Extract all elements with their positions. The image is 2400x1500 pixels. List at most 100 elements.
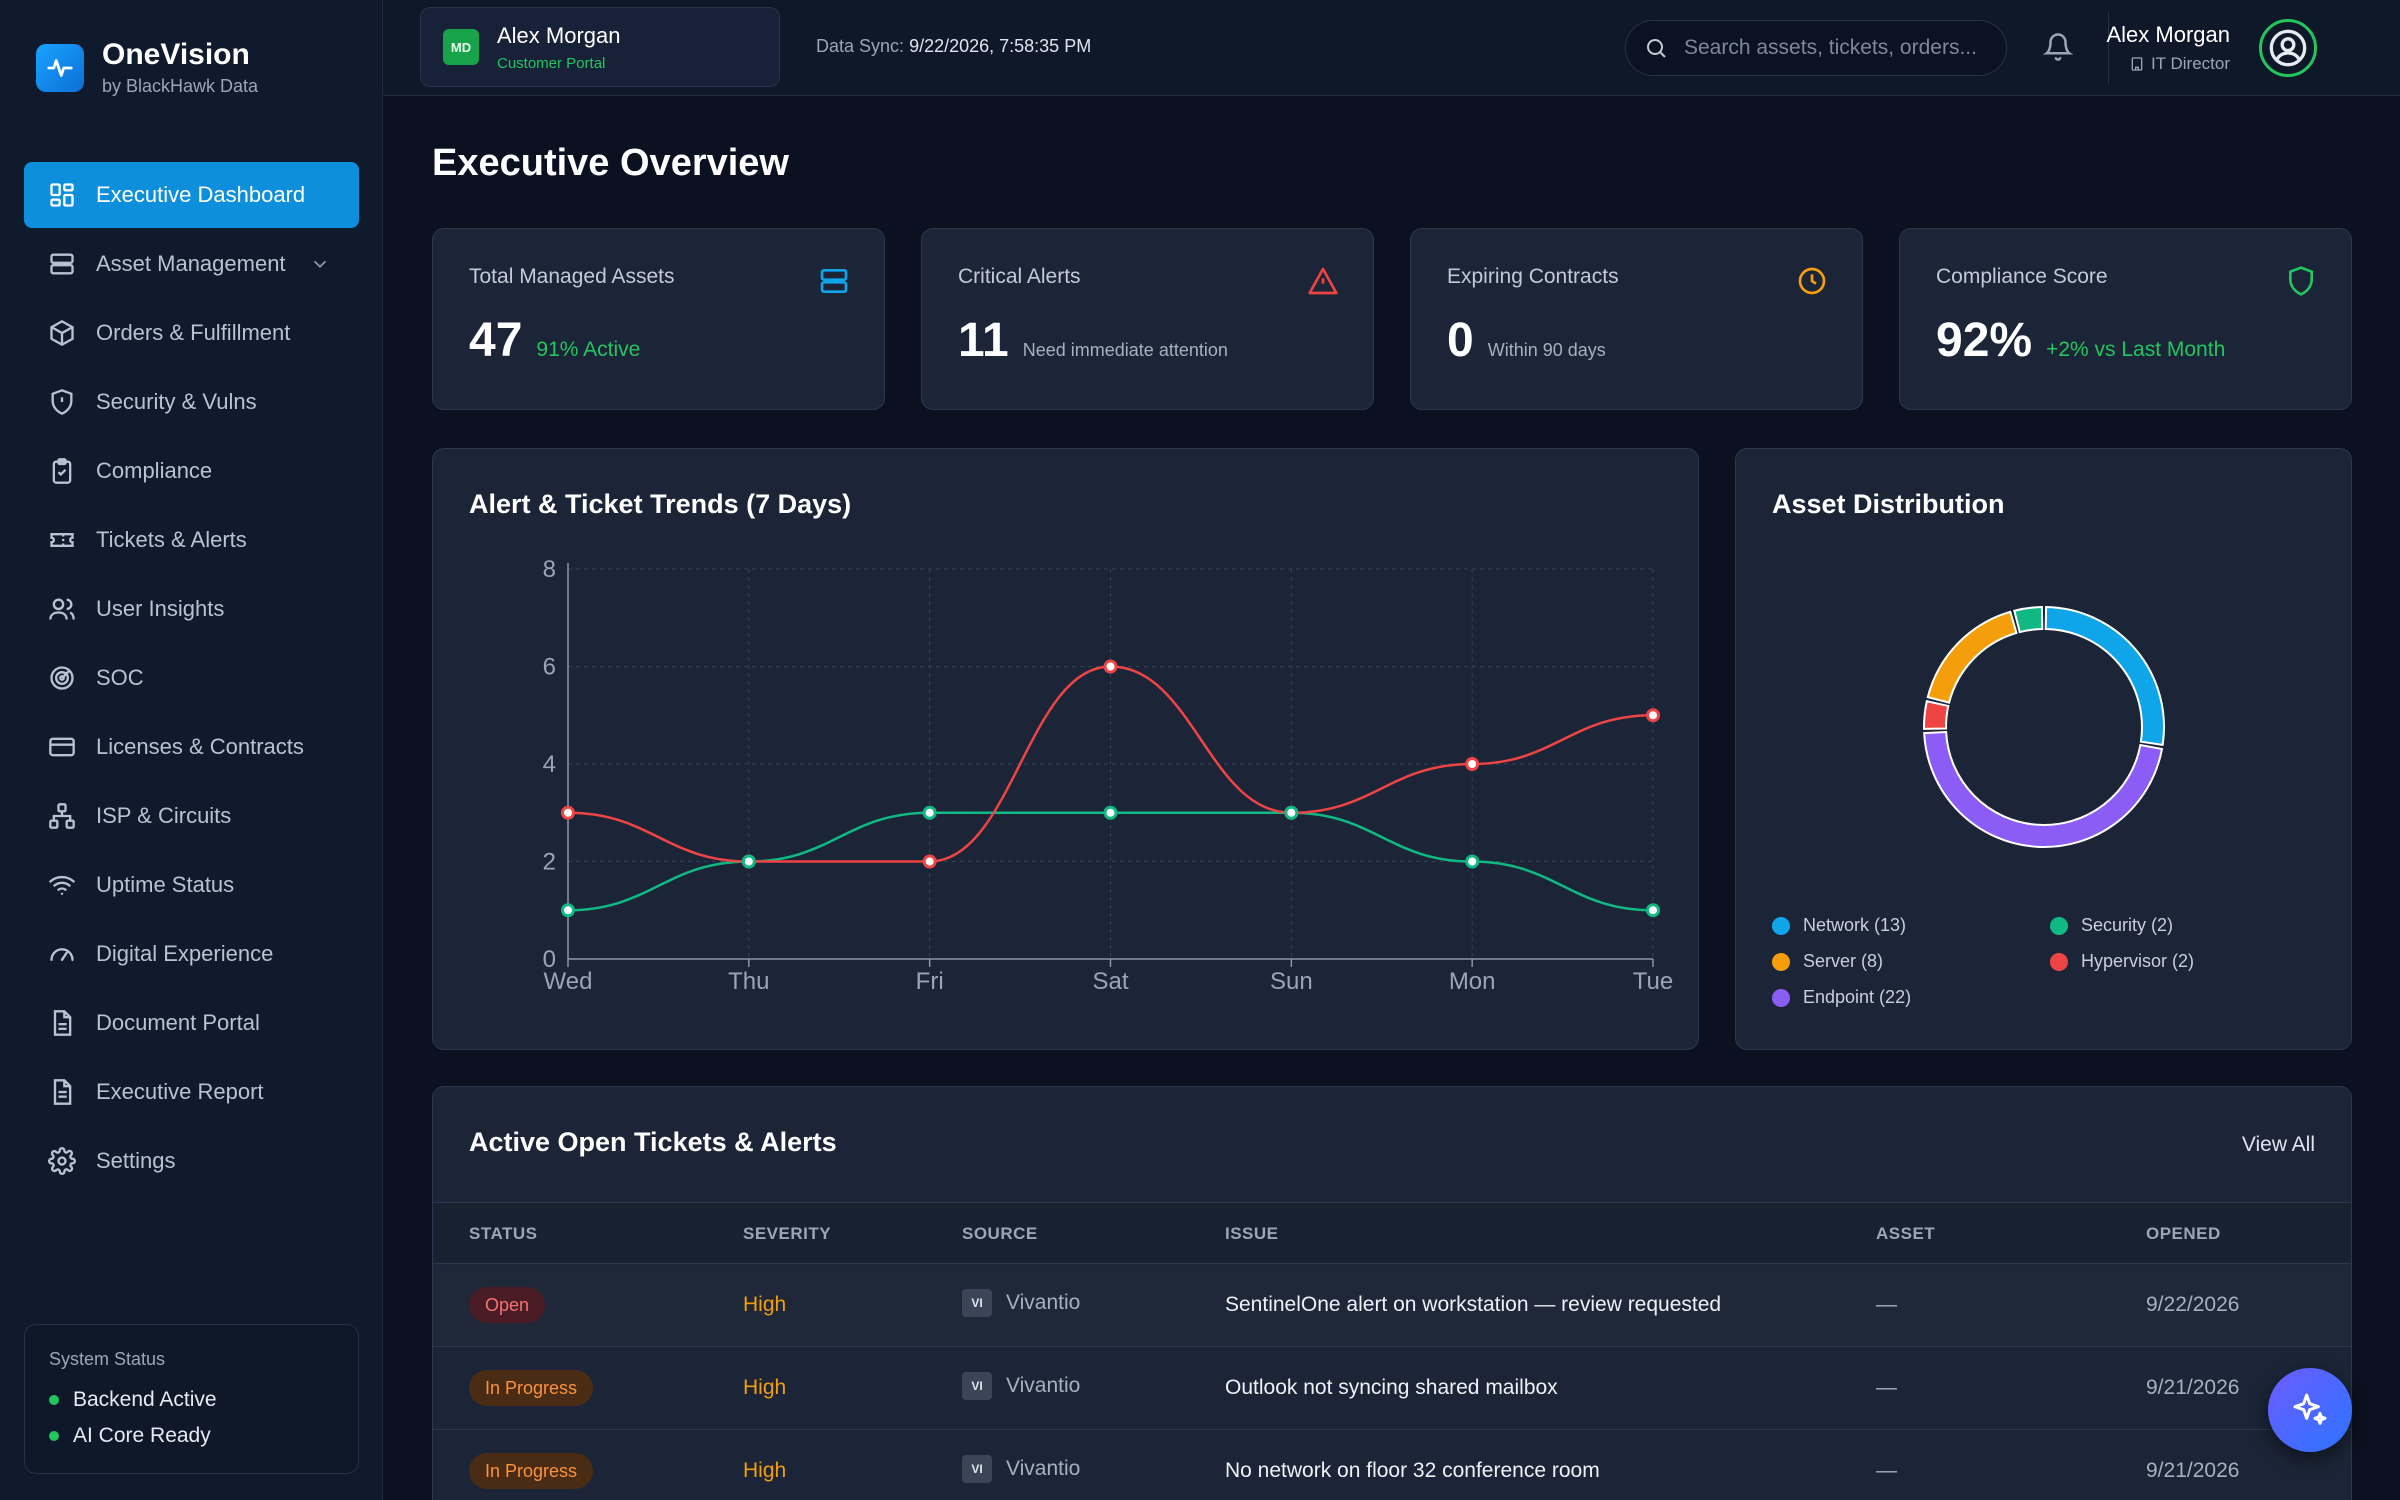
legend-item-endpoint[interactable]: Endpoint (22) [1772, 987, 1911, 1008]
y-tick-label: 6 [543, 654, 556, 681]
data-point [922, 854, 937, 869]
sidebar-item-executive-dashboard[interactable]: Executive Dashboard [24, 162, 359, 228]
kpi-card-expiring-contracts[interactable]: Expiring Contracts 0 Within 90 days [1410, 228, 1863, 410]
severity-cell: High [743, 1459, 787, 1482]
trend-line-chart: 0 2 4 6 8 Wed Thu Fri Sat Sun Mon Tue [543, 556, 1674, 995]
donut-slice[interactable] [1926, 610, 2018, 704]
brand[interactable]: OneVision by BlackHawk Data [36, 38, 258, 97]
sidebar-item-orders-fulfillment[interactable]: Orders & Fulfillment [24, 300, 359, 366]
kpi-label: Compliance Score [1936, 265, 2108, 288]
sparkle-icon [2293, 1393, 2327, 1425]
sidebar-item-label: Document Portal [96, 1010, 260, 1035]
status-badge: Open [469, 1287, 546, 1323]
data-point [1103, 659, 1118, 674]
kpi-card-compliance-score[interactable]: Compliance Score 92% +2% vs Last Month [1899, 228, 2352, 410]
search-icon [1647, 39, 1666, 58]
server-icon [820, 269, 848, 293]
source-cell: VI Vivantio [962, 1289, 1080, 1317]
status-ai-core: AI Core Ready [49, 1418, 334, 1454]
kpi-value: 0 [1447, 314, 1474, 367]
severity-cell: High [743, 1293, 787, 1316]
kpi-card-critical-alerts[interactable]: Critical Alerts 11 Need immediate attent… [921, 228, 1374, 410]
donut-slice[interactable] [2044, 606, 2165, 747]
table-row[interactable]: In Progress High VI Vivantio No network o… [433, 1431, 2351, 1500]
status-label: Backend Active [73, 1388, 217, 1411]
trend-chart-title: Alert & Ticket Trends (7 Days) [469, 489, 852, 519]
kpi-value: 11 [958, 314, 1009, 367]
sidebar-item-security-vulns[interactable]: Security & Vulns [24, 369, 359, 435]
legend-item-hypervisor[interactable]: Hypervisor (2) [2050, 951, 2194, 972]
sidebar-item-asset-management[interactable]: Asset Management [24, 231, 359, 297]
asset-cell: — [1876, 1376, 1897, 1399]
sidebar-item-tickets-alerts[interactable]: Tickets & Alerts [24, 507, 359, 573]
donut-slice[interactable] [2013, 606, 2044, 634]
data-point [561, 805, 575, 820]
sidebar-item-executive-report[interactable]: Executive Report [24, 1059, 359, 1125]
sidebar-item-label: Executive Report [96, 1079, 264, 1104]
asset-donut-chart [1923, 606, 2165, 848]
table-header: STATUS SEVERITY SOURCE ISSUE ASSET OPENE… [433, 1202, 2351, 1264]
sidebar-item-uptime-status[interactable]: Uptime Status [24, 852, 359, 918]
column-header-source[interactable]: SOURCE [962, 1224, 1038, 1243]
y-tick-label: 2 [543, 849, 556, 876]
building-icon [2131, 57, 2143, 71]
gauge-icon [48, 940, 76, 968]
donut-slice[interactable] [1923, 700, 1950, 730]
kpi-note: Within 90 days [1487, 340, 1606, 360]
table-row[interactable]: Open High VI Vivantio SentinelOne alert o… [433, 1265, 2351, 1347]
sidebar-item-licenses-contracts[interactable]: Licenses & Contracts [24, 714, 359, 780]
legend-label: Server (8) [1803, 951, 1884, 971]
bell-icon[interactable] [2043, 32, 2073, 62]
source-label: Vivantio [1006, 1291, 1081, 1314]
data-point [1465, 854, 1480, 869]
search-input[interactable] [1684, 36, 1994, 60]
document-icon [48, 1009, 76, 1037]
dashboard-icon [48, 181, 76, 209]
chevron-down-icon[interactable] [309, 253, 331, 275]
data-point [1646, 708, 1660, 723]
kpi-note: +2% vs Last Month [2046, 338, 2226, 361]
legend-item-server[interactable]: Server (8) [1772, 951, 1883, 972]
package-icon [48, 319, 76, 347]
sidebar-item-soc[interactable]: SOC [24, 645, 359, 711]
tenant-switcher[interactable]: MD Alex Morgan Customer Portal [420, 7, 780, 87]
ai-assistant-button[interactable] [2268, 1368, 2352, 1452]
source-badge: VI [962, 1289, 992, 1317]
user-menu[interactable]: Alex Morgan IT Director [2106, 22, 2230, 74]
kpi-card-total-assets[interactable]: Total Managed Assets 47 91% Active [432, 228, 885, 410]
sidebar-item-user-insights[interactable]: User Insights [24, 576, 359, 642]
sidebar-item-digital-experience[interactable]: Digital Experience [24, 921, 359, 987]
y-tick-label: 0 [543, 946, 556, 973]
legend-item-security[interactable]: Security (2) [2050, 915, 2173, 936]
column-header-severity[interactable]: SEVERITY [743, 1224, 832, 1243]
column-header-issue[interactable]: ISSUE [1225, 1224, 1279, 1243]
card-icon [48, 733, 76, 761]
search-box[interactable] [1625, 20, 2007, 76]
data-point [741, 854, 756, 869]
view-all-link[interactable]: View All [2241, 1133, 2315, 1156]
sidebar: OneVision by BlackHawk Data Executive Da… [0, 0, 383, 1500]
sidebar-item-compliance[interactable]: Compliance [24, 438, 359, 504]
users-icon [48, 595, 76, 623]
sidebar-item-document-portal[interactable]: Document Portal [24, 990, 359, 1056]
warning-icon [1308, 267, 1338, 295]
x-tick-label: Tue [1633, 968, 1673, 995]
user-role: IT Director [2106, 54, 2230, 74]
sidebar-item-isp-circuits[interactable]: ISP & Circuits [24, 783, 359, 849]
column-header-asset[interactable]: ASSET [1876, 1224, 1936, 1243]
sidebar-item-settings[interactable]: Settings [24, 1128, 359, 1194]
sidebar-item-label: Executive Dashboard [96, 182, 306, 207]
table-row[interactable]: In Progress High VI Vivantio Outlook not … [433, 1348, 2351, 1430]
source-badge: VI [962, 1372, 992, 1400]
column-header-status[interactable]: STATUS [469, 1224, 538, 1243]
data-sync-label: Data Sync: [816, 36, 905, 56]
column-header-opened[interactable]: OPENED [2146, 1224, 2221, 1243]
avatar[interactable] [2259, 19, 2317, 77]
top-bar: MD Alex Morgan Customer Portal Data Sync… [383, 0, 2400, 96]
source-badge: VI [962, 1455, 992, 1483]
status-dot [49, 1395, 59, 1405]
donut-slice[interactable] [1923, 730, 2164, 848]
status-dot [49, 1431, 59, 1441]
legend-item-network[interactable]: Network (13) [1772, 915, 1906, 936]
sidebar-item-label: Tickets & Alerts [96, 527, 247, 552]
